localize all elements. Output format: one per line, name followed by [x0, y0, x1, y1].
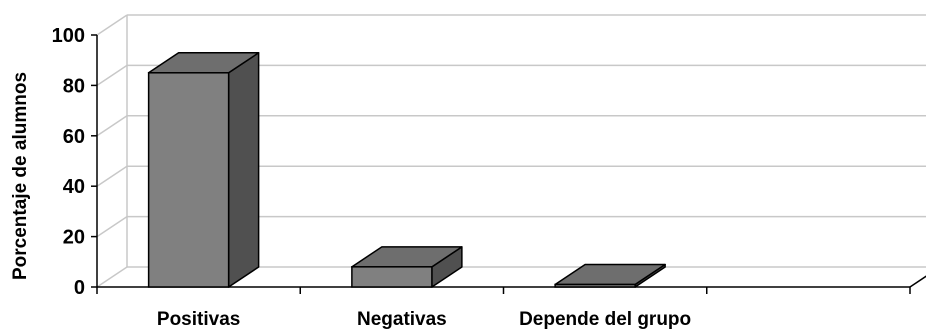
bar-Negativas	[351, 246, 463, 288]
y-tick-label-60: 60	[63, 126, 85, 148]
bar-side	[227, 52, 260, 288]
y-tick-label-20: 20	[63, 227, 85, 249]
wall-line-60	[96, 115, 128, 137]
y-tick-label-0: 0	[74, 277, 85, 299]
bar-layer	[147, 52, 666, 288]
bar-Positivas	[147, 52, 260, 288]
y-tick-label-100: 100	[52, 25, 85, 47]
wall-line-100	[96, 14, 128, 36]
wall-line-80	[96, 64, 128, 87]
wall-line-20	[96, 215, 128, 238]
floor-right-edge	[909, 275, 926, 288]
label-layer: 0 20 40 60 80 100 Positivas Negativas Depende de…	[52, 25, 692, 330]
x-category-label: Negativas	[357, 309, 447, 330]
x-category-label: Positivas	[157, 309, 240, 330]
axis-layer	[91, 34, 926, 294]
wall-line-0	[96, 266, 128, 288]
x-category-label: Depende del grupo	[519, 309, 691, 330]
bar-Depende del grupo	[554, 263, 666, 288]
grid-layer	[96, 14, 926, 288]
wall-line-40	[96, 165, 128, 187]
bar-front	[351, 266, 433, 288]
y-tick-label-40: 40	[63, 176, 85, 198]
y-axis-title: Porcentaje de alumnos	[10, 72, 31, 280]
bar-front	[554, 283, 636, 288]
y-tick-label-80: 80	[63, 75, 85, 97]
bar-front	[147, 72, 230, 288]
